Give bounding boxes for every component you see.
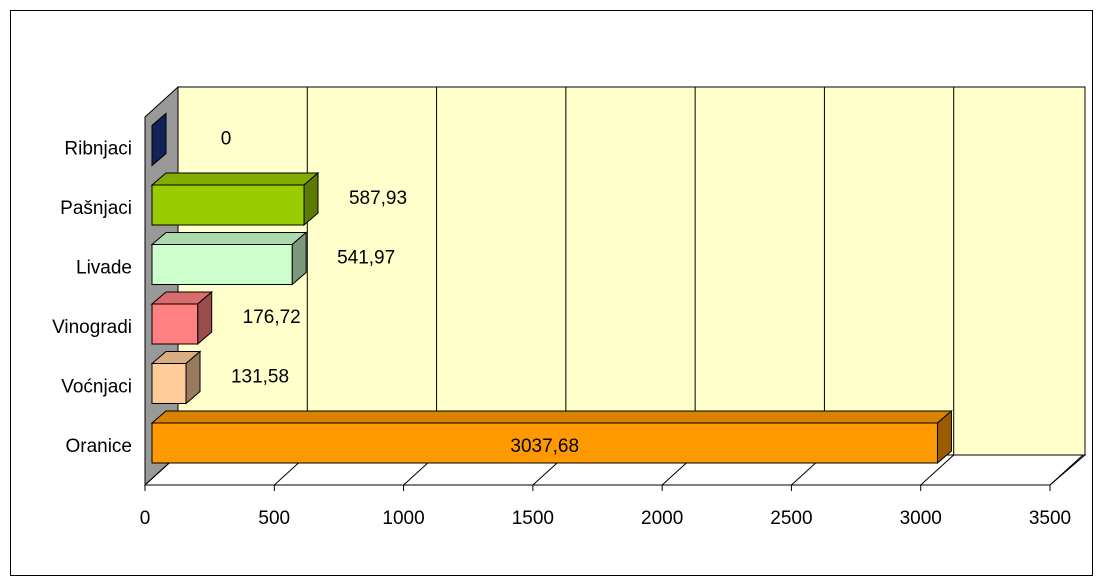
bar bbox=[151, 363, 187, 404]
x-tick-label: 2500 bbox=[770, 508, 812, 529]
y-tick-label: Oranice bbox=[65, 436, 132, 457]
back-wall bbox=[177, 86, 1086, 456]
value-label: 131,58 bbox=[231, 367, 289, 388]
floor-grid-line bbox=[1049, 454, 1084, 486]
y-tick-label: Pašnjaci bbox=[60, 198, 132, 219]
y-tick-label: Voćnjaci bbox=[61, 377, 132, 398]
bar-top bbox=[150, 410, 953, 424]
bar bbox=[151, 184, 305, 226]
x-tick-label: 500 bbox=[258, 508, 290, 529]
x-tick-label: 2000 bbox=[641, 508, 683, 529]
bar-top bbox=[150, 172, 320, 186]
value-label: 0 bbox=[221, 129, 232, 150]
bar bbox=[151, 244, 293, 285]
y-tick-label: Vinogradi bbox=[52, 317, 132, 338]
value-label: 541,97 bbox=[337, 248, 395, 269]
floor-grid-line bbox=[920, 454, 955, 486]
x-tick-label: 3500 bbox=[1029, 508, 1071, 529]
bar-side bbox=[151, 112, 167, 167]
value-label: 176,72 bbox=[243, 307, 301, 328]
bar bbox=[151, 422, 938, 464]
bar-top bbox=[150, 232, 308, 245]
x-tick-label: 3000 bbox=[900, 508, 942, 529]
x-tick-label: 1000 bbox=[382, 508, 424, 529]
y-tick-label: Ribnjaci bbox=[64, 139, 132, 160]
y-tick-label: Livade bbox=[76, 258, 132, 279]
value-label: 3037,68 bbox=[510, 436, 579, 457]
x-tick-label: 0 bbox=[140, 508, 151, 529]
bar bbox=[151, 303, 199, 345]
x-tick-label: 1500 bbox=[512, 508, 554, 529]
value-label: 587,93 bbox=[349, 188, 407, 209]
